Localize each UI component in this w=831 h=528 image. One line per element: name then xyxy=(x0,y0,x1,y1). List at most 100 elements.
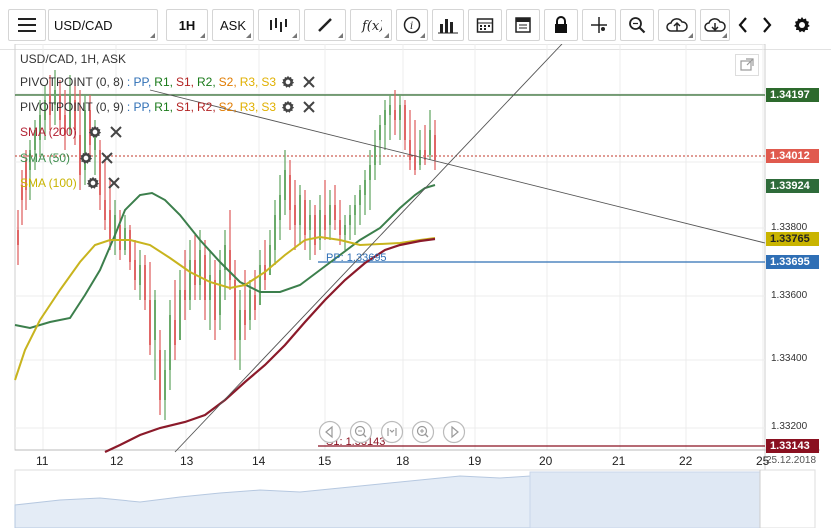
candle-body xyxy=(429,130,431,155)
candle-body xyxy=(364,180,366,195)
function-icon: f(x) xyxy=(361,19,382,34)
candle-body xyxy=(244,310,246,325)
close-icon[interactable] xyxy=(109,126,122,138)
price-chart[interactable] xyxy=(0,44,831,528)
zoom-out-icon[interactable] xyxy=(349,420,373,444)
candle-body xyxy=(39,115,41,140)
gear-icon[interactable] xyxy=(86,176,100,190)
candle-body xyxy=(379,125,381,140)
scroll-forward-icon[interactable] xyxy=(442,420,466,444)
candle-body xyxy=(289,175,291,210)
indicator-field: R3, xyxy=(239,75,259,89)
indicator-sma-50[interactable]: SMA (50) xyxy=(20,150,113,166)
close-icon[interactable] xyxy=(107,177,120,189)
indicator-label: PIVOTPOINT (0, 8) xyxy=(20,75,124,89)
close-icon[interactable] xyxy=(101,152,113,164)
pivot-levels xyxy=(15,94,765,447)
price-type-label: ASK xyxy=(219,17,246,33)
info-button[interactable]: i xyxy=(396,9,428,41)
reset-zoom-icon[interactable] xyxy=(380,420,404,444)
candle-body xyxy=(29,150,31,170)
price-tag-current: 1.34012 xyxy=(766,149,819,163)
candle-body xyxy=(384,110,386,125)
upload-button[interactable] xyxy=(658,9,696,41)
indicator-sma-100[interactable]: SMA (100) xyxy=(20,175,120,191)
descending-trend-line xyxy=(149,89,766,244)
candle-body xyxy=(314,215,316,245)
candle-body xyxy=(49,95,51,115)
indicator-pivot-2[interactable]: PIVOTPOINT (0, 9) : PP, R1, S1, R2, S2, … xyxy=(20,99,315,115)
candle-body xyxy=(234,280,236,340)
calendar-icon xyxy=(476,18,494,33)
gear-icon[interactable] xyxy=(88,125,102,139)
candle-body xyxy=(64,115,66,135)
candle-body xyxy=(254,295,256,310)
timeframe-selector[interactable]: 1H xyxy=(166,9,208,41)
close-icon[interactable] xyxy=(303,101,315,113)
candle-body xyxy=(59,95,61,120)
indicator-field: S3 xyxy=(261,100,277,114)
indicator-field: R1, xyxy=(154,100,173,114)
candle-body xyxy=(149,300,151,345)
calendar-button[interactable] xyxy=(468,9,502,41)
candle-body xyxy=(69,95,71,130)
indicator-label: PIVOTPOINT (0, 9) xyxy=(20,100,124,114)
candle-body xyxy=(114,215,116,240)
candle-body xyxy=(294,205,296,225)
scroll-back-icon[interactable] xyxy=(318,420,342,444)
symbol-selector[interactable]: USD/CAD xyxy=(48,9,158,41)
candle-body xyxy=(324,215,326,230)
x-tick-label: 13 xyxy=(180,454,194,468)
draw-line-icon xyxy=(318,18,332,32)
price-tag-sma100: 1.33765 xyxy=(766,232,819,246)
gear-icon[interactable] xyxy=(281,100,295,114)
x-tick-label: 11 xyxy=(36,454,49,468)
crosshair-icon xyxy=(591,17,607,33)
x-tick-label: 20 xyxy=(539,454,553,468)
menu-icon xyxy=(18,18,36,32)
navigator[interactable] xyxy=(14,469,816,528)
candle-body xyxy=(339,220,341,235)
price-type-selector[interactable]: ASK xyxy=(212,9,254,41)
settings-button[interactable] xyxy=(790,9,814,41)
candle-body xyxy=(84,110,86,170)
toolbar: USD/CAD 1H ASK f(x) i xyxy=(0,0,831,50)
download-button[interactable] xyxy=(700,9,730,41)
lock-button[interactable] xyxy=(544,9,578,41)
indicator-sma-200[interactable]: SMA (200) xyxy=(20,124,122,140)
scroll-left-button[interactable] xyxy=(732,9,754,41)
volume-bars-icon xyxy=(438,19,458,34)
menu-button[interactable] xyxy=(8,9,46,41)
crosshair-button[interactable] xyxy=(582,9,616,41)
candle-body xyxy=(344,225,346,235)
candle-body xyxy=(319,210,321,240)
chart-type-button[interactable] xyxy=(258,9,300,41)
candle-body xyxy=(154,300,156,340)
trend-lines xyxy=(149,44,766,453)
gear-icon[interactable] xyxy=(79,151,93,165)
indicator-pivot-1[interactable]: PIVOTPOINT (0, 8) : PP, R1, S1, R2, S2, … xyxy=(20,74,315,90)
expand-icon xyxy=(740,58,754,71)
price-tag-pp: 1.33695 xyxy=(766,255,819,269)
close-icon[interactable] xyxy=(303,76,315,88)
candle-body xyxy=(224,245,226,270)
scroll-right-button[interactable] xyxy=(756,9,778,41)
candle-body xyxy=(169,315,171,370)
gear-icon[interactable] xyxy=(281,75,295,89)
candle-body xyxy=(284,170,286,200)
chart-header: USD/CAD, 1H, ASK xyxy=(20,52,127,66)
candle-body xyxy=(359,190,361,205)
indicator-field: S1, xyxy=(175,100,194,114)
candle-body xyxy=(399,105,401,120)
zoom-button[interactable] xyxy=(620,9,654,41)
draw-button[interactable] xyxy=(304,9,346,41)
template-button[interactable] xyxy=(506,9,540,41)
volume-button[interactable] xyxy=(432,9,464,41)
candle-body xyxy=(404,105,406,140)
function-button[interactable]: f(x) xyxy=(350,9,392,41)
candle-body xyxy=(414,155,416,170)
expand-button[interactable] xyxy=(735,54,759,76)
zoom-in-icon[interactable] xyxy=(411,420,435,444)
candle-body xyxy=(74,100,76,130)
price-tag-sma50: 1.33924 xyxy=(766,179,819,193)
